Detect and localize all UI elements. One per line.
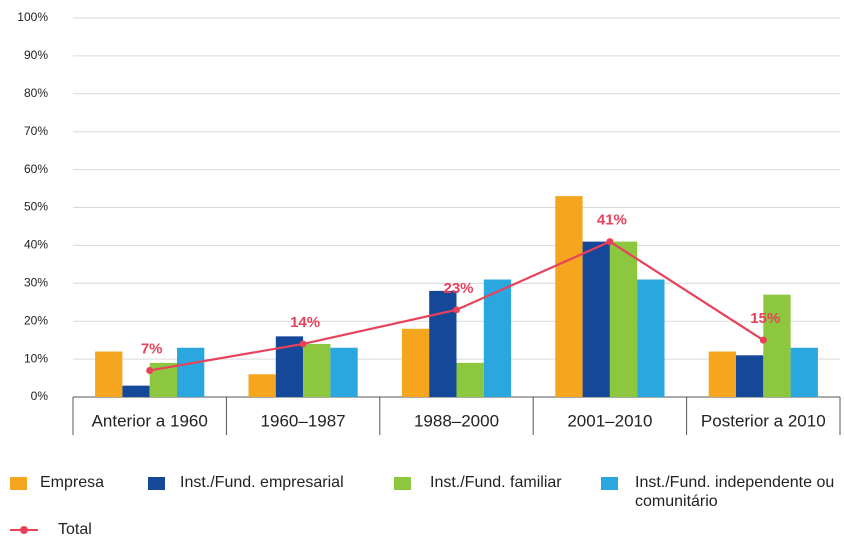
y-tick-label: 50% bbox=[24, 200, 48, 214]
legend-label: Total bbox=[58, 521, 92, 538]
y-tick-label: 100% bbox=[17, 10, 48, 24]
bar bbox=[177, 347, 205, 397]
data-label: 7% bbox=[141, 340, 163, 357]
legend-swatch bbox=[394, 477, 411, 490]
legend-swatch bbox=[10, 477, 27, 490]
bar bbox=[429, 290, 457, 397]
legend-swatch bbox=[601, 477, 618, 490]
data-label: 23% bbox=[443, 280, 473, 297]
data-label: 15% bbox=[750, 310, 780, 327]
legend-label: Empresa bbox=[40, 474, 105, 491]
bar bbox=[483, 279, 512, 397]
bar bbox=[763, 294, 791, 397]
bar bbox=[248, 374, 276, 397]
bar bbox=[708, 351, 736, 397]
x-tick-label: 2001–2010 bbox=[567, 411, 652, 430]
y-tick-label: 60% bbox=[24, 162, 48, 176]
bar bbox=[456, 362, 484, 397]
y-tick-label: 40% bbox=[24, 238, 48, 252]
legend-label: Inst./Fund. independente ou comunitário bbox=[635, 474, 835, 510]
bar bbox=[401, 328, 430, 397]
legend-swatch bbox=[10, 522, 38, 538]
y-tick-label: 20% bbox=[24, 313, 48, 327]
bar bbox=[122, 385, 150, 397]
data-label: 41% bbox=[597, 212, 627, 229]
bar bbox=[555, 196, 583, 397]
bar bbox=[303, 343, 331, 397]
line-marker bbox=[606, 238, 614, 246]
y-tick-label: 70% bbox=[24, 124, 48, 138]
bar bbox=[609, 241, 638, 397]
legend-label: Inst./Fund. familiar bbox=[430, 474, 562, 491]
line-marker bbox=[759, 336, 767, 344]
line-marker bbox=[453, 306, 460, 314]
bar bbox=[637, 279, 665, 397]
legend-label: Inst./Fund. empresarial bbox=[180, 474, 344, 491]
data-label: 14% bbox=[290, 314, 320, 331]
y-tick-label: 30% bbox=[24, 275, 48, 289]
bar bbox=[330, 347, 358, 397]
bar bbox=[736, 355, 764, 397]
x-tick-label: 1960–1987 bbox=[261, 411, 346, 430]
line-marker bbox=[299, 340, 307, 348]
y-tick-label: 90% bbox=[24, 48, 48, 62]
line-marker bbox=[146, 366, 154, 374]
x-tick-label: Posterior a 2010 bbox=[701, 411, 826, 430]
y-tick-label: 0% bbox=[31, 389, 49, 403]
bar bbox=[582, 241, 610, 397]
bar bbox=[790, 347, 818, 397]
bar bbox=[95, 351, 123, 397]
y-tick-label: 10% bbox=[24, 351, 48, 365]
chart: 0% 10% 20% 30% 40% 50% 60% 70% 80% 90% 100% Anterio… bbox=[17, 10, 841, 435]
legend-swatch bbox=[148, 477, 165, 490]
x-tick-label: 1988–2000 bbox=[414, 411, 499, 430]
x-tick-label: Anterior a 1960 bbox=[92, 411, 208, 430]
y-tick-label: 80% bbox=[24, 86, 48, 100]
